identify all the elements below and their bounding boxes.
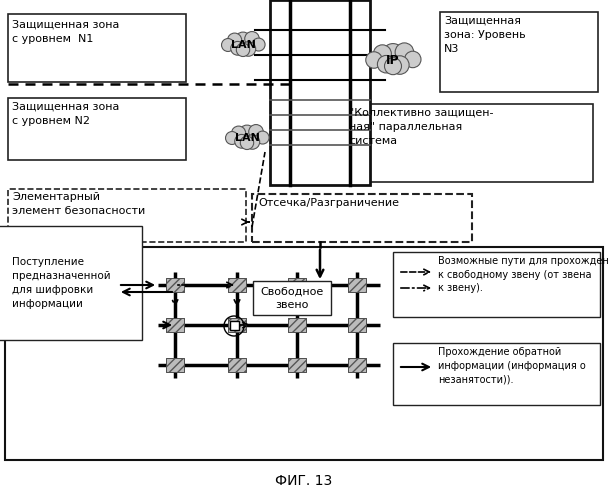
Circle shape bbox=[232, 126, 246, 140]
Circle shape bbox=[384, 58, 401, 74]
Circle shape bbox=[245, 134, 260, 149]
Bar bbox=[270, 0, 370, 185]
Circle shape bbox=[244, 32, 259, 46]
Bar bbox=[166, 318, 184, 332]
Circle shape bbox=[395, 43, 413, 62]
Circle shape bbox=[373, 45, 392, 63]
Bar bbox=[348, 318, 366, 332]
Text: Прохождение обратной
информации (информация о
незанятости)).: Прохождение обратной информации (информа… bbox=[438, 347, 586, 384]
Bar bbox=[393, 343, 600, 405]
Text: IP: IP bbox=[386, 54, 400, 66]
Circle shape bbox=[238, 125, 255, 142]
Text: Возможные пути для прохождения
к свободному звену (от звена
к звену).: Возможные пути для прохождения к свободн… bbox=[438, 256, 608, 293]
Circle shape bbox=[252, 38, 265, 51]
Bar bbox=[228, 318, 246, 332]
Circle shape bbox=[390, 56, 409, 74]
Bar bbox=[230, 321, 239, 330]
Bar bbox=[5, 247, 603, 460]
Bar bbox=[166, 358, 184, 372]
Bar bbox=[393, 252, 600, 317]
Bar bbox=[348, 358, 366, 372]
Bar bbox=[288, 278, 306, 292]
Circle shape bbox=[249, 124, 263, 139]
Text: Защищенная зона
с уровнем N2: Защищенная зона с уровнем N2 bbox=[12, 102, 119, 126]
FancyBboxPatch shape bbox=[252, 194, 472, 242]
Text: Отсечка/Разграничение: Отсечка/Разграничение bbox=[258, 198, 399, 208]
Circle shape bbox=[366, 52, 382, 68]
Bar bbox=[166, 278, 184, 292]
Bar bbox=[288, 278, 306, 292]
Bar bbox=[166, 318, 184, 332]
Circle shape bbox=[226, 132, 238, 144]
Bar bbox=[228, 358, 246, 372]
Bar bbox=[253, 281, 331, 315]
Bar bbox=[288, 318, 306, 332]
Circle shape bbox=[256, 131, 269, 144]
Circle shape bbox=[404, 51, 421, 68]
Bar bbox=[440, 12, 598, 92]
Text: Защищенная
зона: Уровень
N3: Защищенная зона: Уровень N3 bbox=[444, 16, 526, 54]
Bar bbox=[345, 104, 593, 182]
Bar bbox=[288, 318, 306, 332]
Bar bbox=[228, 278, 246, 292]
Text: LAN: LAN bbox=[235, 133, 260, 143]
Text: LAN: LAN bbox=[230, 40, 255, 50]
FancyBboxPatch shape bbox=[8, 189, 246, 242]
Circle shape bbox=[235, 134, 249, 148]
Bar bbox=[166, 278, 184, 292]
Bar bbox=[348, 358, 366, 372]
Circle shape bbox=[237, 43, 250, 57]
Text: "Коллективно защищен-
ная" параллельная
система: "Коллективно защищен- ная" параллельная … bbox=[349, 108, 494, 146]
Text: Элементарный
элемент безопасности: Элементарный элемент безопасности bbox=[12, 192, 145, 216]
Bar bbox=[288, 358, 306, 372]
Circle shape bbox=[227, 33, 242, 47]
Bar bbox=[228, 278, 246, 292]
Bar bbox=[8, 14, 186, 82]
Bar bbox=[348, 318, 366, 332]
Text: ФИГ. 13: ФИГ. 13 bbox=[275, 474, 333, 488]
Circle shape bbox=[221, 38, 235, 52]
Bar bbox=[348, 278, 366, 292]
Circle shape bbox=[230, 42, 244, 55]
Circle shape bbox=[235, 32, 252, 49]
Bar bbox=[8, 98, 186, 160]
Circle shape bbox=[241, 42, 256, 56]
Circle shape bbox=[378, 56, 395, 73]
Bar bbox=[166, 358, 184, 372]
Bar bbox=[228, 318, 246, 332]
Bar bbox=[288, 358, 306, 372]
Text: Защищенная зона
с уровнем  N1: Защищенная зона с уровнем N1 bbox=[12, 20, 119, 44]
Bar bbox=[348, 278, 366, 292]
Text: Поступление
предназначенной
для шифровки
информации: Поступление предназначенной для шифровки… bbox=[12, 257, 111, 309]
Text: Свободное
звено: Свободное звено bbox=[260, 286, 323, 310]
Circle shape bbox=[382, 44, 404, 65]
Circle shape bbox=[240, 136, 254, 149]
Bar bbox=[228, 358, 246, 372]
